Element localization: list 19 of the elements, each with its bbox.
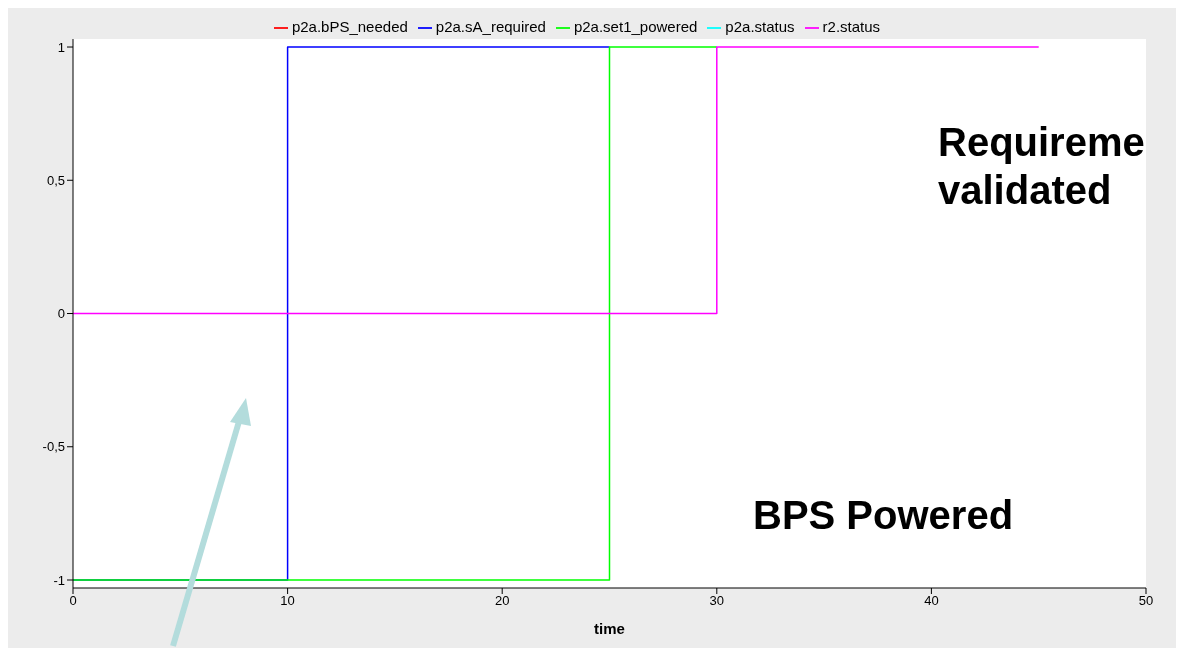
annotation: BPS Powered (753, 493, 1014, 538)
x-tick-label: 0 (69, 593, 77, 609)
y-tick-label: -0,5 (42, 439, 65, 455)
y-tick-label: 0 (57, 306, 65, 322)
y-tick-label: -1 (53, 572, 65, 588)
y-tick-label: 1 (57, 39, 65, 55)
legend-label: p2a.status (725, 18, 795, 35)
legend-label: p2a.sA_required (435, 18, 546, 35)
legend-label: r2.status (822, 18, 881, 35)
x-axis-title: time (594, 620, 625, 637)
legend-label: p2a.bPS_needed (291, 18, 408, 35)
y-tick-label: 0,5 (46, 172, 65, 188)
annotation: Requireme validated (938, 119, 1146, 214)
legend-label: p2a.set1_powered (573, 18, 698, 35)
x-tick-label: 30 (709, 593, 725, 609)
x-tick-label: 10 (280, 593, 295, 609)
x-tick-label: 40 (924, 593, 939, 609)
x-tick-label: 50 (1138, 593, 1154, 609)
x-tick-label: 20 (494, 593, 510, 609)
